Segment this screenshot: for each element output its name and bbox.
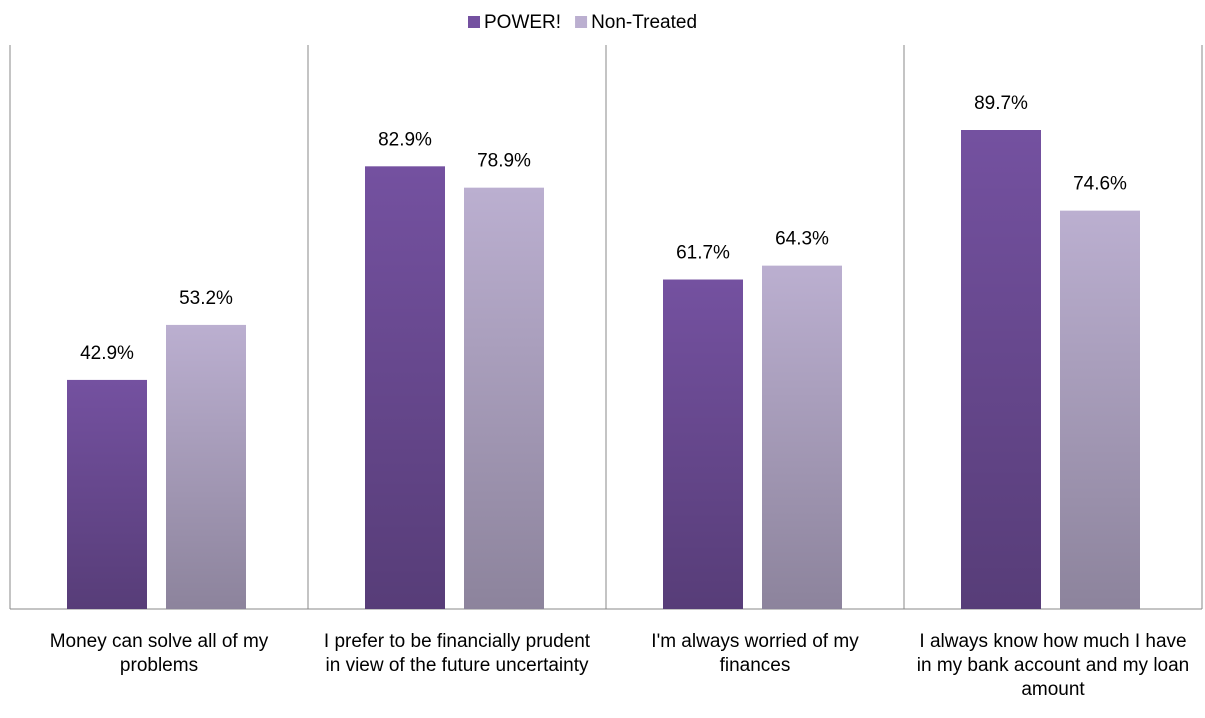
legend-swatch xyxy=(468,16,480,28)
data-label: 53.2% xyxy=(179,288,233,309)
data-label: 74.6% xyxy=(1073,174,1127,195)
bar-shade xyxy=(961,130,1041,609)
data-label: 89.7% xyxy=(974,93,1028,114)
bar-shade xyxy=(762,265,842,609)
bar-shade xyxy=(166,324,246,609)
x-tick-label: Money can solve all of my problems xyxy=(49,631,269,676)
data-label: 64.3% xyxy=(775,229,829,250)
x-tick-label: I'm always worried of my finances xyxy=(651,631,859,676)
bar-shade xyxy=(67,379,147,609)
legend-label: POWER! xyxy=(484,12,561,33)
bar-shade xyxy=(464,187,544,609)
x-tick-label: I prefer to be financially prudent in vi… xyxy=(323,631,591,676)
data-label: 42.9% xyxy=(80,343,134,364)
legend-swatch xyxy=(575,16,588,28)
legend-label: Non-Treated xyxy=(591,12,697,33)
bar-shade xyxy=(663,279,743,609)
bar-shade xyxy=(1060,210,1140,610)
bar-shade xyxy=(365,166,445,609)
data-label: 82.9% xyxy=(378,129,432,150)
data-label: 61.7% xyxy=(676,243,730,264)
x-tick-label: I always know how much I have in my bank… xyxy=(916,631,1190,700)
data-label: 78.9% xyxy=(477,151,531,172)
